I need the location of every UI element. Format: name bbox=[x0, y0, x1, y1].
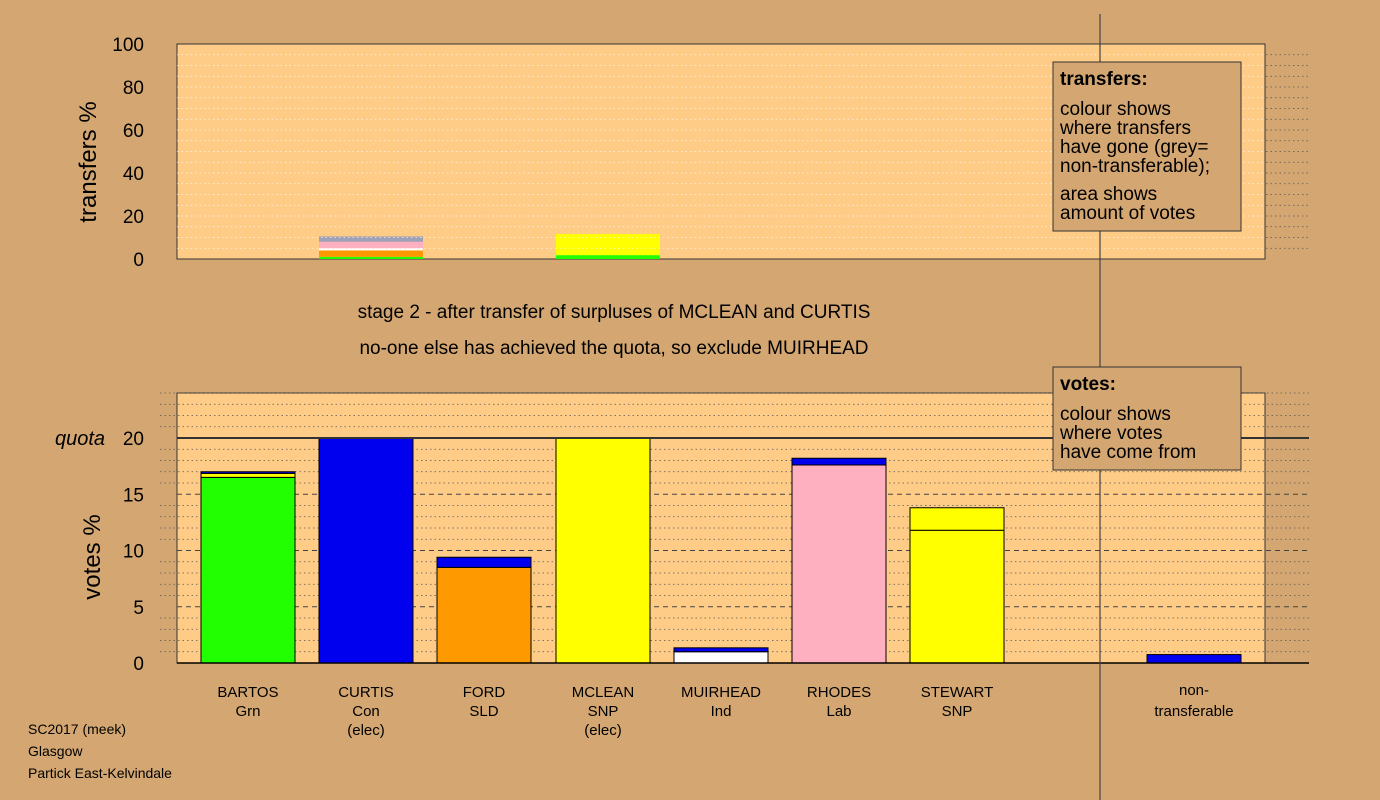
transfers-y-tick-label: 100 bbox=[112, 35, 144, 56]
transfers-y-tick-label: 80 bbox=[123, 78, 144, 99]
transfers-legend-line: non-transferable); bbox=[1060, 156, 1210, 177]
transfers-bars bbox=[177, 54, 1265, 259]
votes-bar-segment bbox=[436, 556, 532, 568]
votes-y-tick-label: 10 bbox=[123, 542, 144, 563]
transfers-y-tick-label: 0 bbox=[133, 250, 144, 271]
transfers-bar-segment bbox=[319, 256, 423, 259]
candidate-label: Ind bbox=[711, 703, 732, 720]
transfers-bar-segment bbox=[319, 248, 423, 251]
candidate-label: MCLEAN bbox=[572, 684, 635, 701]
candidate-label: FORD bbox=[463, 684, 506, 701]
votes-legend: votes: colour shows where votes have com… bbox=[1052, 366, 1242, 471]
candidate-label: STEWART bbox=[921, 684, 994, 701]
transfers-bar-segment bbox=[556, 234, 660, 256]
candidate-label: (elec) bbox=[347, 722, 385, 739]
candidate-label: SNP bbox=[588, 703, 619, 720]
votes-legend-title: votes: bbox=[1060, 374, 1116, 395]
votes-bar-segment bbox=[555, 437, 651, 664]
transfers-legend-line: have gone (grey= bbox=[1060, 137, 1208, 158]
transfers-y-ticks: 0 20 40 60 80 100 bbox=[112, 35, 144, 271]
transfers-legend: transfers: colour shows where transfers … bbox=[1052, 61, 1242, 232]
transfers-y-tick-label: 20 bbox=[123, 207, 144, 228]
votes-bar-segment bbox=[318, 437, 414, 664]
votes-legend-line: have come from bbox=[1060, 442, 1196, 463]
transfers-bar-segment bbox=[319, 250, 423, 257]
votes-bar-segment bbox=[909, 507, 1005, 531]
votes-bar-segment bbox=[673, 647, 769, 653]
transfers-legend-line: colour shows bbox=[1060, 99, 1171, 120]
transfers-legend-title: transfers: bbox=[1060, 69, 1148, 90]
transfers-legend-line: area shows bbox=[1060, 184, 1157, 205]
candidate-label: CURTIS bbox=[338, 684, 394, 701]
stage-line-2: no-one else has achieved the quota, so e… bbox=[359, 338, 868, 359]
votes-legend-line: colour shows bbox=[1060, 404, 1171, 425]
stage-line-1: stage 2 - after transfer of surpluses of… bbox=[358, 302, 871, 323]
votes-y-ticks: 0 5 10 15 20 bbox=[123, 429, 144, 675]
votes-bar-segment bbox=[909, 529, 1005, 664]
candidate-label: (elec) bbox=[584, 722, 622, 739]
transfers-y-tick-label: 40 bbox=[123, 164, 144, 185]
votes-y-tick-label: 0 bbox=[133, 654, 144, 675]
candidate-label: Con bbox=[352, 703, 380, 720]
transfers-bar-segment bbox=[319, 241, 423, 249]
transfers-legend-line: amount of votes bbox=[1060, 203, 1195, 224]
candidate-label: MUIRHEAD bbox=[681, 684, 761, 701]
transfers-legend-line: where transfers bbox=[1059, 118, 1191, 139]
votes-y-tick-label: 5 bbox=[133, 598, 144, 619]
quota-label: quota bbox=[55, 428, 105, 450]
votes-bar-segment bbox=[200, 471, 296, 474]
votes-bar-segment bbox=[436, 566, 532, 664]
transfers-y-tick-label: 60 bbox=[123, 121, 144, 142]
candidate-label: BARTOS bbox=[217, 684, 278, 701]
votes-bar-segment bbox=[1146, 654, 1242, 664]
candidate-label: Lab bbox=[826, 703, 851, 720]
footer-ward: Partick East-Kelvindale bbox=[28, 765, 172, 781]
candidate-label: Grn bbox=[235, 703, 260, 720]
votes-bar-segment bbox=[673, 651, 769, 664]
votes-bar-segment bbox=[200, 476, 296, 664]
transfers-bar-segment bbox=[319, 236, 423, 242]
footer-council: Glasgow bbox=[28, 743, 83, 759]
votes-y-tick-label: 15 bbox=[123, 485, 144, 506]
candidate-label: RHODES bbox=[807, 684, 871, 701]
votes-bar-segment bbox=[791, 457, 887, 466]
votes-y-axis-label: votes % bbox=[79, 514, 106, 599]
transfers-y-axis-label: transfers % bbox=[75, 101, 102, 222]
votes-legend-line: where votes bbox=[1059, 423, 1162, 444]
footer-election: SC2017 (meek) bbox=[28, 721, 126, 737]
transfers-bar-segment bbox=[556, 255, 660, 259]
votes-x-labels: BARTOS Grn CURTIS Con (elec) FORD SLD MCLEAN SNP… bbox=[217, 682, 1233, 739]
votes-bar-segment bbox=[200, 472, 296, 478]
votes-y-tick-label: 20 bbox=[123, 429, 144, 450]
votes-bar-segment bbox=[791, 464, 887, 664]
nontransferable-label: non- bbox=[1179, 682, 1209, 699]
nontransferable-label: transferable bbox=[1154, 703, 1233, 720]
candidate-label: SNP bbox=[942, 703, 973, 720]
candidate-label: SLD bbox=[469, 703, 498, 720]
